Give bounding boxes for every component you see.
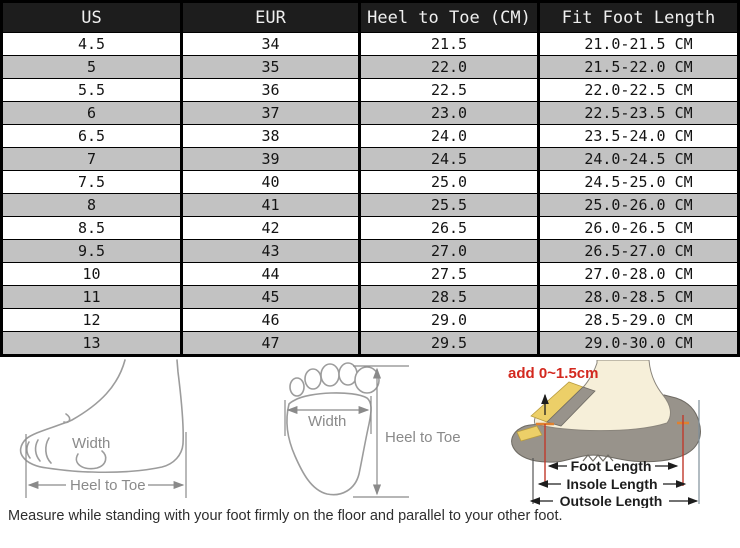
col-header-heel-to-toe: Heel to Toe (CM) [358,1,539,33]
foot-top-view-diagram: Width Heel to Toe [284,362,461,498]
cell-heel-to-toe: 22.0 [358,55,539,79]
cell-eur: 40 [180,170,360,194]
table-row: 8.5 42 26.5 26.0-26.5 CM [1,216,739,240]
cell-fit-foot-length: 28.5-29.0 CM [537,308,739,332]
cell-eur: 47 [180,331,360,356]
cell-us: 4.5 [1,32,182,56]
cell-us: 7.5 [1,170,182,194]
cell-fit-foot-length: 24.5-25.0 CM [537,170,739,194]
cell-heel-to-toe: 21.5 [358,32,539,56]
cell-us: 10 [1,262,182,286]
cell-eur: 43 [180,239,360,263]
col-header-fit-foot-length: Fit Foot Length [537,1,739,33]
top-heel-to-toe-label: Heel to Toe [385,429,461,446]
outsole-length-label: Outsole Length [560,493,663,508]
cell-eur: 41 [180,193,360,217]
table-row: 13 47 29.5 29.0-30.0 CM [1,331,739,356]
cell-fit-foot-length: 21.5-22.0 CM [537,55,739,79]
cell-fit-foot-length: 26.5-27.0 CM [537,239,739,263]
cell-us: 6 [1,101,182,125]
size-table: US EUR Heel to Toe (CM) Fit Foot Length … [0,0,740,357]
cell-fit-foot-length: 26.0-26.5 CM [537,216,739,240]
col-header-us: US [1,1,182,33]
cell-us: 8.5 [1,216,182,240]
side-width-label: Width [72,435,110,452]
cell-eur: 37 [180,101,360,125]
table-row: 9.5 43 27.0 26.5-27.0 CM [1,239,739,263]
table-row: 5.5 36 22.5 22.0-22.5 CM [1,78,739,102]
cell-fit-foot-length: 29.0-30.0 CM [537,331,739,356]
table-row: 7.5 40 25.0 24.5-25.0 CM [1,170,739,194]
cell-us: 11 [1,285,182,309]
cell-us: 7 [1,147,182,171]
cell-us: 5.5 [1,78,182,102]
table-row: 6 37 23.0 22.5-23.5 CM [1,101,739,125]
cell-fit-foot-length: 22.5-23.5 CM [537,101,739,125]
table-row: 12 46 29.0 28.5-29.0 CM [1,308,739,332]
foot-length-label: Foot Length [571,458,652,474]
cell-heel-to-toe: 27.0 [358,239,539,263]
table-row: 6.5 38 24.0 23.5-24.0 CM [1,124,739,148]
table-row: 7 39 24.5 24.0-24.5 CM [1,147,739,171]
cell-eur: 36 [180,78,360,102]
insole-length-label: Insole Length [567,476,658,492]
cell-eur: 46 [180,308,360,332]
measurement-note: Measure while standing with your foot fi… [8,508,563,524]
table-row: 4.5 34 21.5 21.0-21.5 CM [1,32,739,56]
heel-to-toe-measure-lines [353,365,409,498]
cell-fit-foot-length: 28.0-28.5 CM [537,285,739,309]
shoe-cross-section-diagram: add 0~1.5cm Foot Length Insole Length Ou… [508,360,701,508]
table-header-row: US EUR Heel to Toe (CM) Fit Foot Length [1,1,739,33]
cell-heel-to-toe: 24.0 [358,124,539,148]
cell-heel-to-toe: 26.5 [358,216,539,240]
length-measure-lines [529,393,700,505]
col-header-eur: EUR [180,1,360,33]
foot-side-view-diagram: Width Heel to Toe [19,359,187,498]
heel-to-toe-measure-lines [25,432,187,498]
cell-heel-to-toe: 22.5 [358,78,539,102]
cell-us: 9.5 [1,239,182,263]
cell-heel-to-toe: 23.0 [358,101,539,125]
cell-fit-foot-length: 22.0-22.5 CM [537,78,739,102]
cell-heel-to-toe: 27.5 [358,262,539,286]
size-table-body: 4.5 34 21.5 21.0-21.5 CM 5 35 22.0 21.5-… [1,32,739,356]
cell-us: 12 [1,308,182,332]
cell-eur: 34 [180,32,360,56]
cell-fit-foot-length: 27.0-28.0 CM [537,262,739,286]
cell-heel-to-toe: 29.0 [358,308,539,332]
cell-heel-to-toe: 24.5 [358,147,539,171]
cell-eur: 42 [180,216,360,240]
cell-fit-foot-length: 25.0-26.0 CM [537,193,739,217]
top-width-label: Width [308,413,346,430]
table-row: 5 35 22.0 21.5-22.0 CM [1,55,739,79]
cell-us: 6.5 [1,124,182,148]
cell-us: 8 [1,193,182,217]
foot-side-outline-icon [19,359,184,474]
cell-fit-foot-length: 24.0-24.5 CM [537,147,739,171]
width-measure-lines [284,396,372,436]
cell-eur: 39 [180,147,360,171]
shoe-illustration-icon [511,360,701,463]
cell-eur: 38 [180,124,360,148]
cell-fit-foot-length: 21.0-21.5 CM [537,32,739,56]
table-row: 10 44 27.5 27.0-28.0 CM [1,262,739,286]
cell-eur: 35 [180,55,360,79]
table-row: 11 45 28.5 28.0-28.5 CM [1,285,739,309]
cell-heel-to-toe: 25.0 [358,170,539,194]
cell-heel-to-toe: 29.5 [358,331,539,356]
add-allowance-label: add 0~1.5cm [508,365,598,382]
cell-us: 5 [1,55,182,79]
cell-fit-foot-length: 23.5-24.0 CM [537,124,739,148]
side-heel-to-toe-label: Heel to Toe [70,477,146,494]
cell-us: 13 [1,331,182,356]
cell-eur: 44 [180,262,360,286]
table-row: 8 41 25.5 25.0-26.0 CM [1,193,739,217]
cell-eur: 45 [180,285,360,309]
cell-heel-to-toe: 28.5 [358,285,539,309]
cell-heel-to-toe: 25.5 [358,193,539,217]
